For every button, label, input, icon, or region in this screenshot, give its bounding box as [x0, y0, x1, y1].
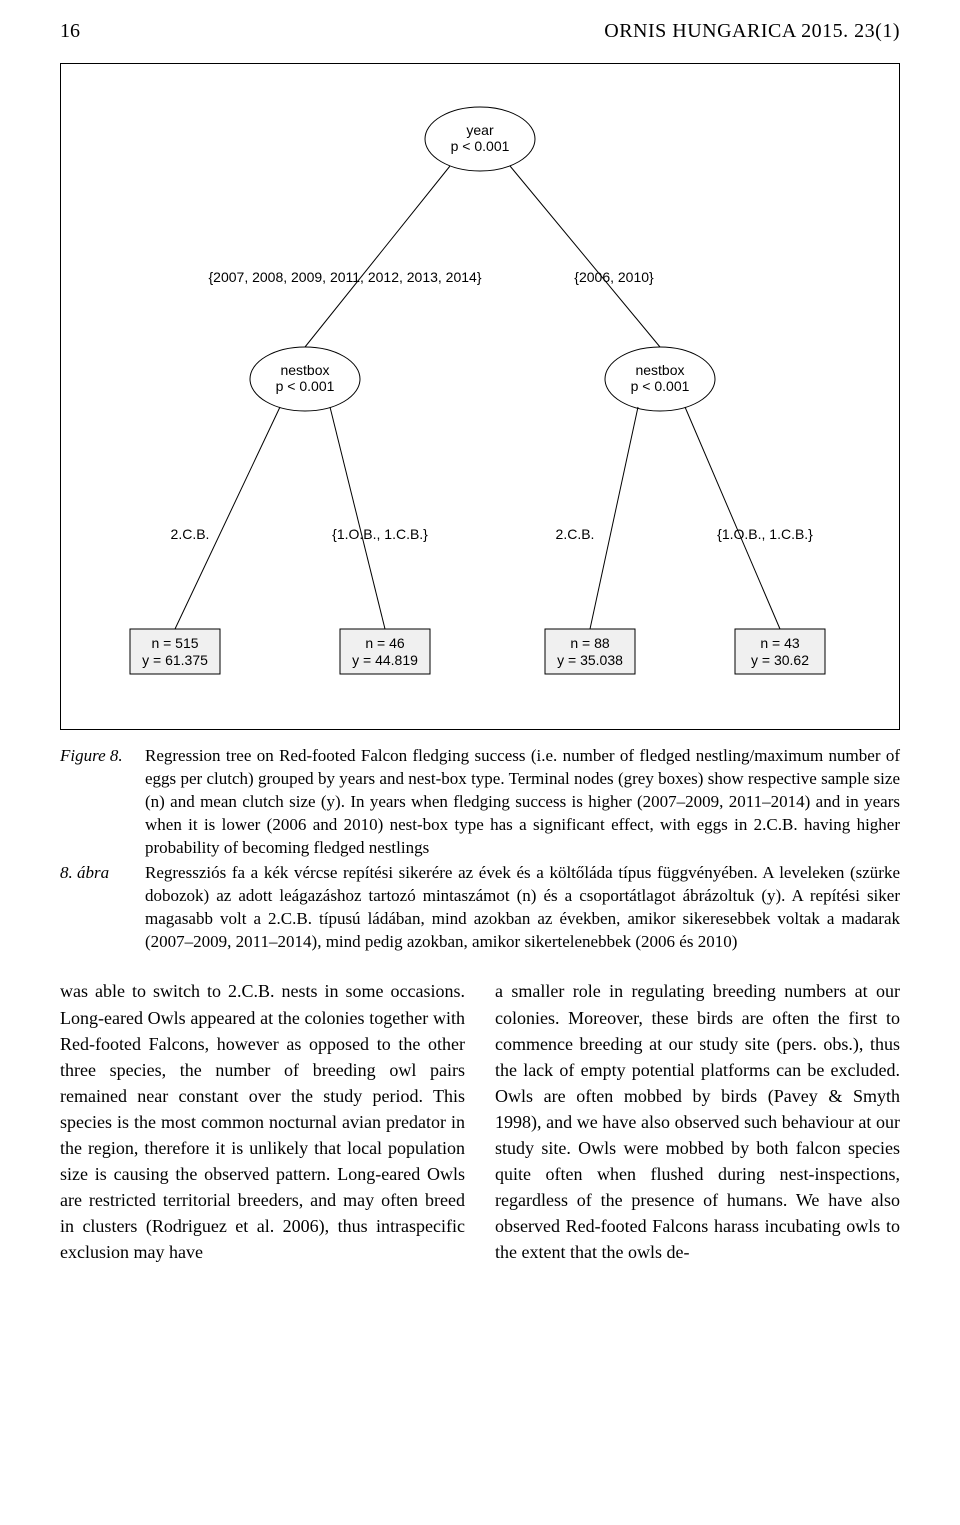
leaf1-line2: y = 61.375 [142, 652, 208, 668]
edge-root-left [305, 166, 450, 347]
body-column-right: a smaller role in regulating breeding nu… [495, 978, 900, 1265]
leaf3-line2: y = 35.038 [557, 652, 623, 668]
right-edge-l-label: 2.C.B. [556, 526, 595, 542]
right-edge-r-label: {1.O.B., 1.C.B.} [717, 526, 813, 542]
page-number: 16 [60, 20, 80, 43]
right-node-line2: p < 0.001 [631, 378, 690, 394]
abra-caption-text: Regressziós fa a kék vércse repítési sik… [145, 862, 900, 954]
leaf3-line1: n = 88 [570, 635, 610, 651]
root-edge-right-label: {2006, 2010} [574, 269, 654, 285]
edge-left-r [330, 407, 385, 629]
leaf2-line2: y = 44.819 [352, 652, 418, 668]
figure-container: year p < 0.001 {2007, 2008, 2009, 2011, … [60, 63, 900, 730]
edge-root-right [510, 166, 660, 347]
leaf4-line2: y = 30.62 [751, 652, 809, 668]
edge-right-l [590, 407, 638, 629]
figure-caption-text: Regression tree on Red-footed Falcon fle… [145, 745, 900, 860]
leaf1-line1: n = 515 [151, 635, 198, 651]
right-node-line1: nestbox [635, 362, 684, 378]
journal-title: ORNIS HUNGARICA 2015. 23(1) [604, 20, 900, 43]
leaf2-line1: n = 46 [365, 635, 405, 651]
leaf4-line1: n = 43 [760, 635, 800, 651]
edge-left-l [175, 407, 280, 629]
root-line2: p < 0.001 [451, 138, 510, 154]
body-column-left: was able to switch to 2.C.B. nests in so… [60, 978, 465, 1265]
root-line1: year [466, 122, 494, 138]
figure-caption: Figure 8. Regression tree on Red-footed … [60, 745, 900, 953]
root-edge-left-label: {2007, 2008, 2009, 2011, 2012, 2013, 201… [209, 269, 482, 285]
abra-label: 8. ábra [60, 862, 145, 954]
left-node-line1: nestbox [280, 362, 329, 378]
left-edge-l-label: 2.C.B. [171, 526, 210, 542]
left-node-line2: p < 0.001 [276, 378, 335, 394]
page-header: 16 ORNIS HUNGARICA 2015. 23(1) [60, 20, 900, 43]
body-columns: was able to switch to 2.C.B. nests in so… [60, 978, 900, 1265]
regression-tree-diagram: year p < 0.001 {2007, 2008, 2009, 2011, … [76, 89, 884, 709]
edge-right-r [685, 407, 780, 629]
figure-label: Figure 8. [60, 745, 145, 860]
left-edge-r-label: {1.O.B., 1.C.B.} [332, 526, 428, 542]
page: 16 ORNIS HUNGARICA 2015. 23(1) year p < … [0, 0, 960, 1305]
